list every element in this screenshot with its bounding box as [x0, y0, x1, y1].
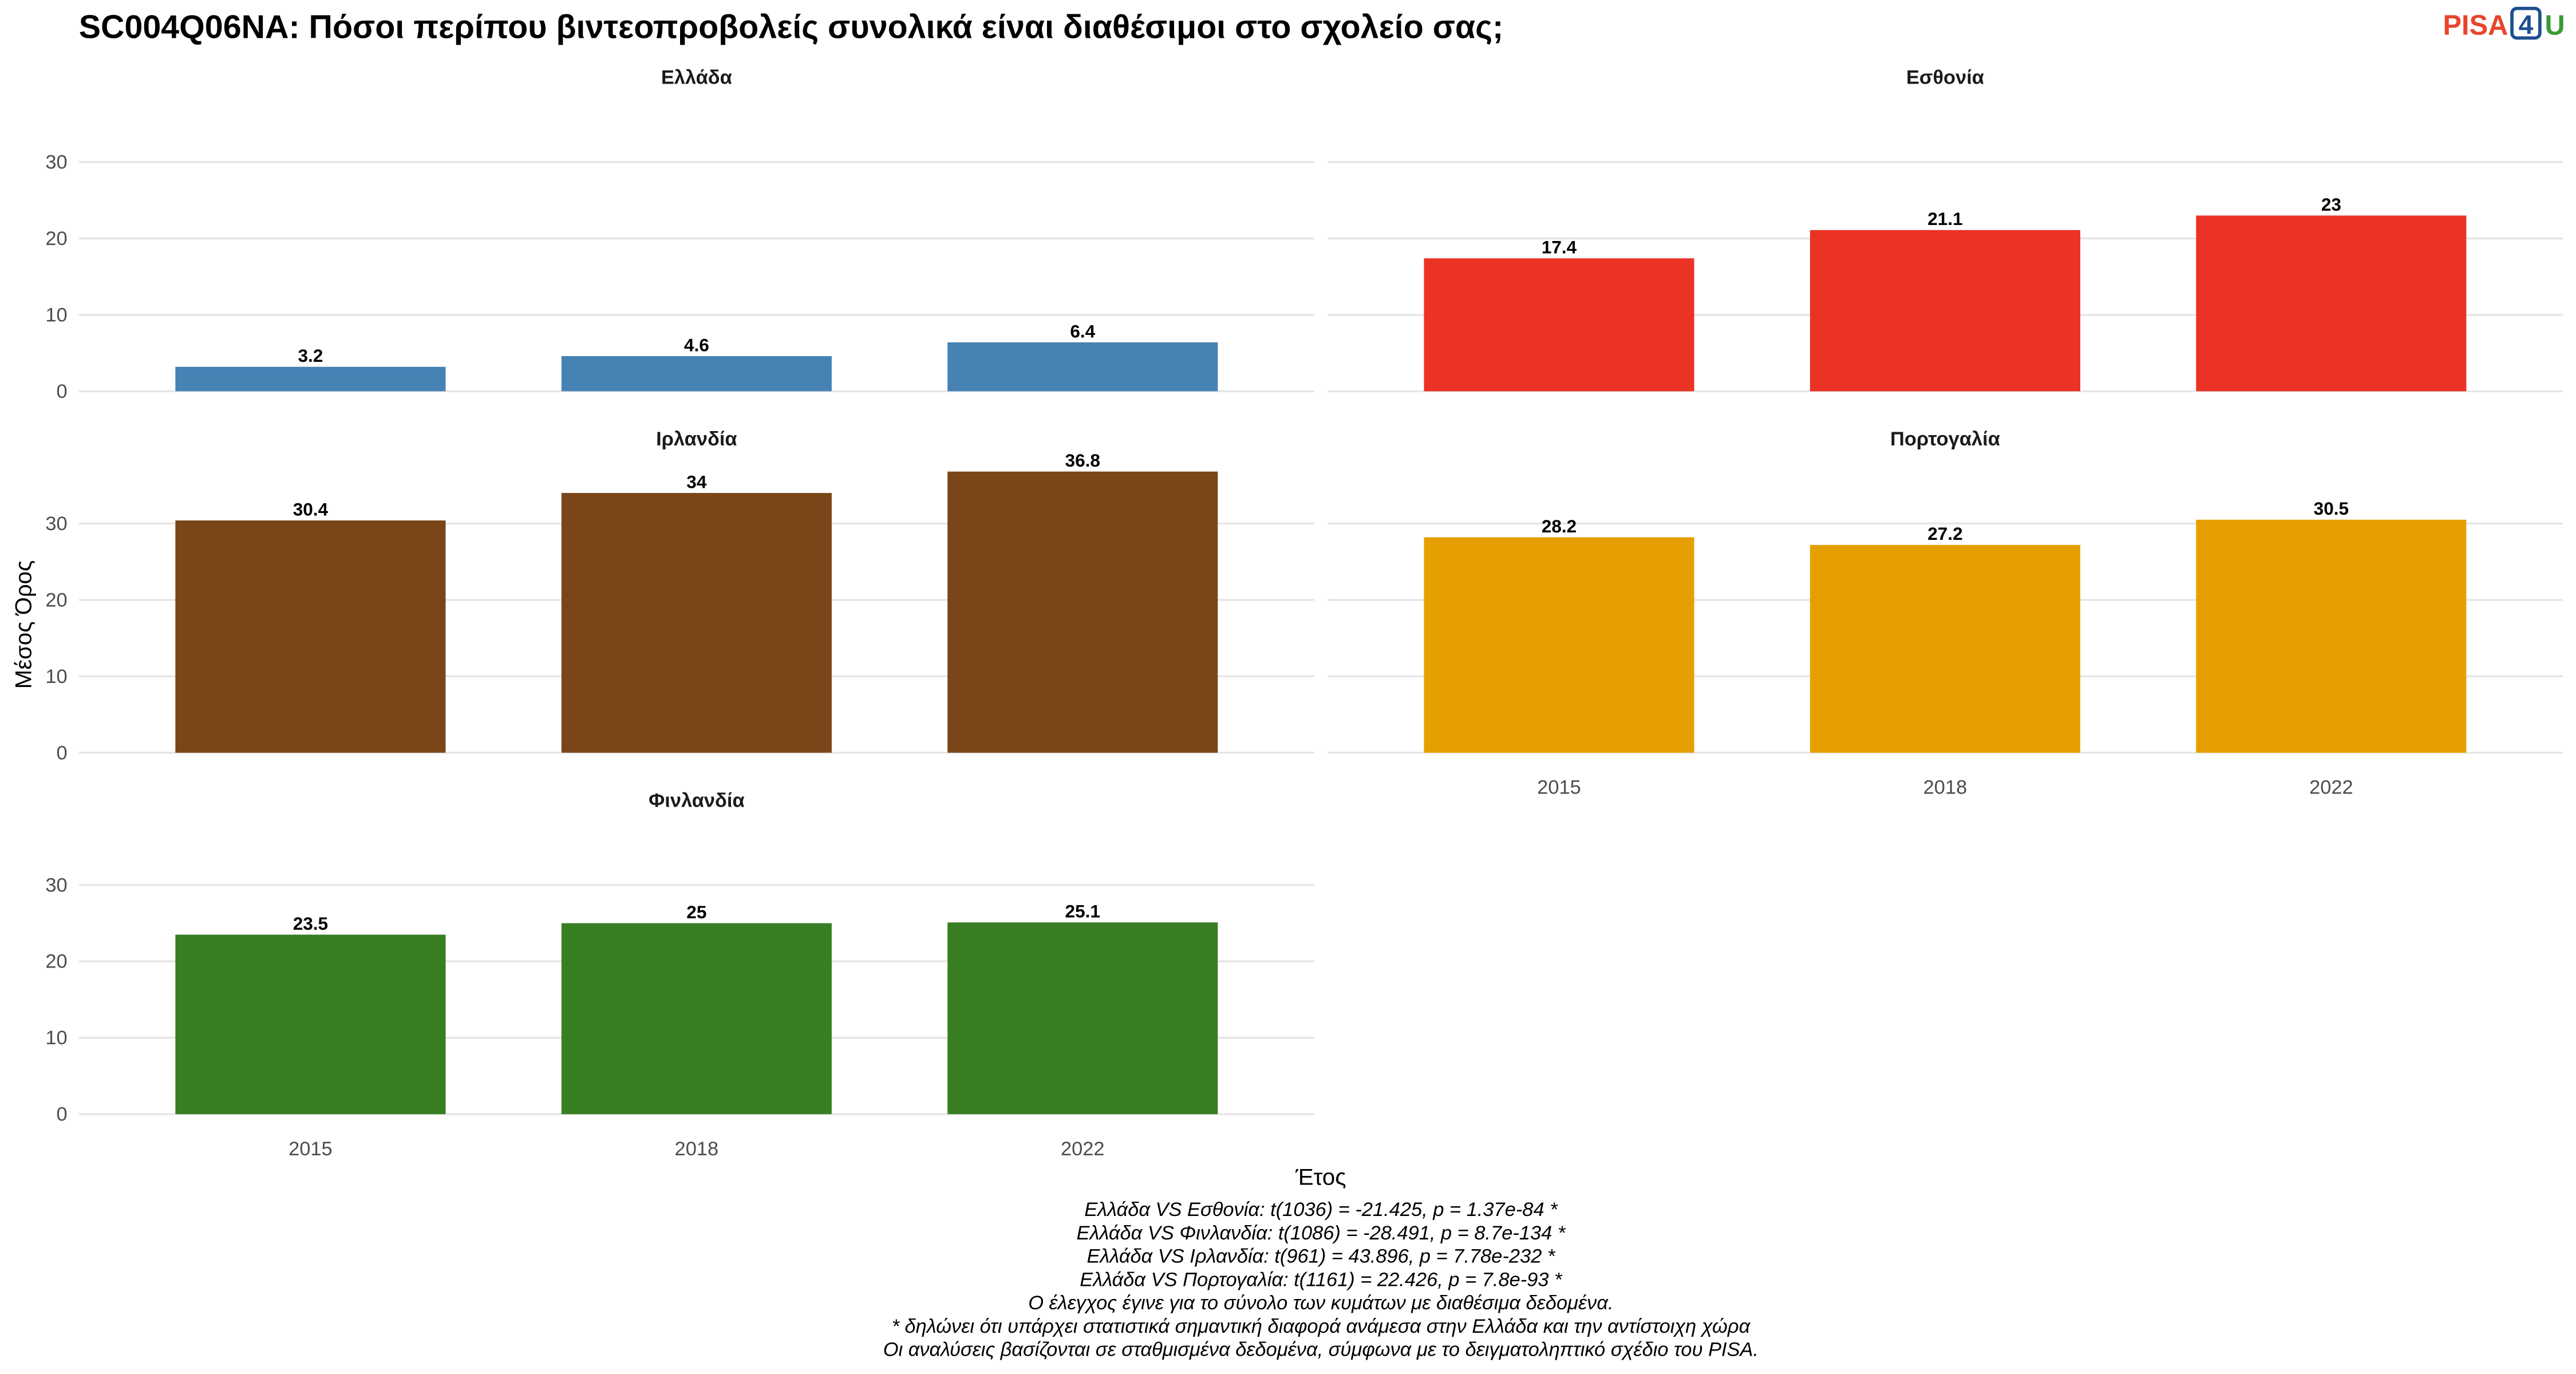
y-tick-label: 30 — [45, 874, 67, 896]
data-label: 36.8 — [1065, 450, 1100, 471]
x-tick-label: 2015 — [1537, 777, 1581, 799]
bar — [947, 922, 1218, 1115]
logo-box — [2510, 6, 2542, 40]
bar — [561, 356, 832, 392]
bar — [1809, 544, 2081, 753]
data-label: 23 — [2321, 194, 2341, 215]
data-label: 25 — [686, 902, 706, 922]
bar — [947, 342, 1218, 392]
x-tick-label: 2015 — [289, 1138, 333, 1160]
bar — [2196, 519, 2467, 753]
x-axis-label: Έτος — [1295, 1164, 1346, 1190]
y-tick-label: 20 — [45, 228, 67, 250]
logo-part: 4 — [2519, 10, 2534, 40]
bar — [1424, 537, 1694, 753]
bar — [947, 471, 1218, 753]
chart-title: SC004Q06NA: Πόσοι περίπου βιντεοπροβολεί… — [79, 9, 1503, 45]
y-axis-label: Μέσος Όρος — [11, 560, 37, 689]
x-tick-label: 2022 — [2309, 777, 2353, 799]
data-label: 28.2 — [1542, 516, 1577, 536]
data-label: 25.1 — [1065, 901, 1100, 922]
y-tick-label: 10 — [45, 304, 67, 326]
footnote: Ελλάδα VS Εσθονία: t(1036) = -21.425, p … — [1084, 1199, 1558, 1221]
data-label: 3.2 — [298, 345, 323, 366]
y-tick-label: 0 — [57, 1104, 68, 1126]
bar — [175, 934, 446, 1115]
footnote: Οι αναλύσεις βασίζονται σε σταθμισμένα δ… — [883, 1339, 1759, 1361]
y-tick-label: 10 — [45, 1027, 67, 1049]
facet-title: Φινλανδία — [649, 790, 745, 812]
bar — [1424, 258, 1694, 392]
y-tick-label: 0 — [57, 742, 68, 764]
data-label: 17.4 — [1542, 237, 1577, 258]
y-tick-label: 20 — [45, 589, 67, 611]
data-label: 30.5 — [2314, 498, 2349, 519]
footnote: Ελλάδα VS Πορτογαλία: t(1161) = 22.426, … — [1080, 1269, 1563, 1290]
data-label: 21.1 — [1927, 208, 1962, 229]
footnote: Ελλάδα VS Ιρλανδία: t(961) = 43.896, p =… — [1086, 1246, 1555, 1268]
bar — [1809, 230, 2081, 392]
footnote: * δηλώνει ότι υπάρχει στατιστικά σημαντι… — [892, 1316, 1751, 1337]
footnote: Ο έλεγχος έγινε για το σύνολο των κυμάτω… — [1028, 1292, 1613, 1314]
data-label: 34 — [686, 471, 707, 492]
x-tick-label: 2022 — [1061, 1138, 1105, 1160]
bar — [2196, 215, 2467, 392]
data-label: 23.5 — [293, 913, 328, 934]
data-label: 27.2 — [1927, 523, 1962, 544]
y-tick-label: 0 — [57, 381, 68, 402]
data-label: 6.4 — [1070, 321, 1095, 341]
data-label: 4.6 — [684, 334, 709, 355]
footnote: Ελλάδα VS Φινλανδία: t(1086) = -28.491, … — [1077, 1222, 1566, 1244]
x-tick-label: 2018 — [1923, 777, 1967, 799]
y-tick-label: 30 — [45, 152, 67, 173]
facet-title: Ιρλανδία — [656, 428, 737, 450]
bar — [175, 520, 446, 753]
y-tick-label: 30 — [45, 513, 67, 535]
facet-title: Εσθονία — [1906, 67, 1984, 89]
facet-title: Ελλάδα — [661, 67, 732, 89]
data-label: 30.4 — [293, 499, 329, 519]
y-tick-label: 20 — [45, 951, 67, 973]
logo-part: U — [2545, 10, 2565, 41]
bar — [175, 366, 446, 392]
bar — [561, 493, 832, 753]
y-tick-label: 10 — [45, 666, 67, 688]
logo-part: PISA — [2443, 10, 2508, 41]
bar — [561, 923, 832, 1115]
facet-title: Πορτογαλία — [1890, 428, 2000, 450]
x-tick-label: 2018 — [675, 1138, 719, 1160]
